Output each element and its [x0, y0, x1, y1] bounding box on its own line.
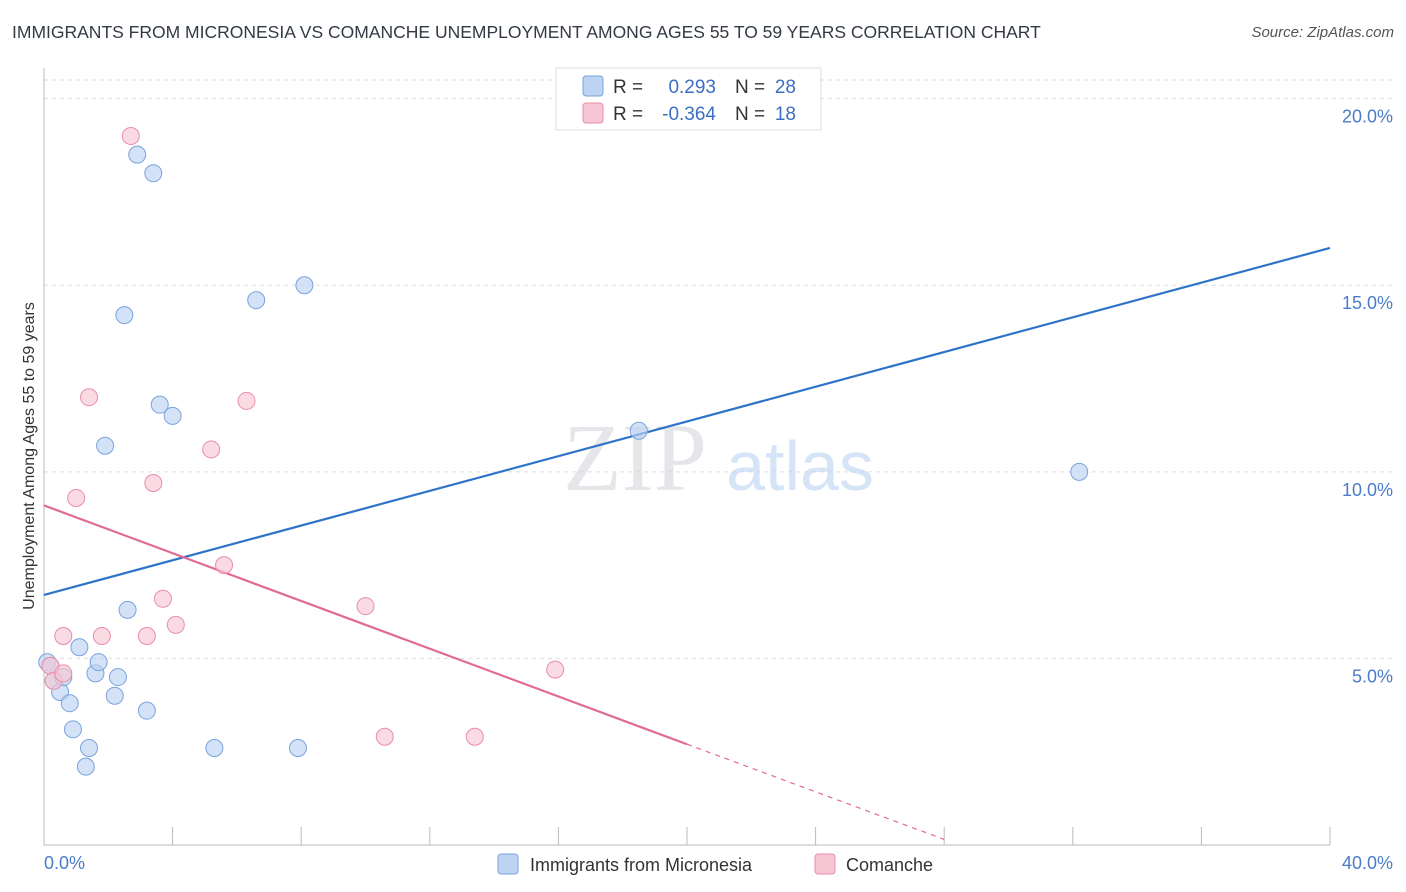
point-micronesia-11 [89, 653, 108, 672]
point-comanche-10 [153, 589, 172, 608]
trend-line-comanche-extension [686, 743, 945, 840]
x-tick-labels: 0.0% 40.0% [44, 853, 1393, 873]
point-micronesia-25 [295, 276, 314, 295]
point-micronesia-21 [163, 406, 182, 425]
point-micronesia-15 [115, 306, 134, 325]
y-tick-label-0: 5.0% [1352, 666, 1393, 686]
watermark: ZIP atlas [563, 404, 874, 511]
legend-r-label-2: R = [613, 104, 643, 125]
point-micronesia-22 [205, 738, 224, 757]
chart-title: IMMIGRANTS FROM MICRONESIA VS COMANCHE U… [12, 22, 1041, 42]
point-micronesia-6 [63, 720, 82, 739]
point-comanche-15 [356, 597, 375, 616]
point-micronesia-7 [70, 638, 89, 657]
point-comanche-13 [215, 556, 234, 575]
point-micronesia-26 [629, 421, 648, 440]
point-comanche-16 [375, 727, 394, 746]
point-comanche-7 [121, 126, 140, 145]
legend-n-value-2: 18 [775, 104, 796, 125]
watermark-atlas: atlas [726, 427, 874, 505]
point-comanche-6 [92, 627, 111, 646]
legend-r-value-2: -0.364 [662, 104, 716, 125]
trend-lines [43, 246, 1331, 840]
correlation-legend: R = 0.293 N = 28 R = -0.364 N = 18 [555, 67, 822, 131]
legend-swatch-comanche [582, 102, 604, 124]
y-tick-label-1: 10.0% [1342, 480, 1393, 500]
point-micronesia-8 [76, 757, 95, 776]
legend-n-label-1: N = [735, 77, 765, 98]
point-micronesia-12 [96, 436, 115, 455]
legend-r-label-1: R = [613, 77, 643, 98]
legend-r-value-1: 0.293 [668, 77, 716, 98]
y-tick-label-3: 20.0% [1342, 107, 1393, 127]
trend-line-comanche [43, 504, 688, 746]
point-micronesia-16 [118, 600, 137, 619]
bottom-legend-label-comanche: Comanche [846, 855, 933, 875]
point-micronesia-23 [247, 291, 266, 310]
point-micronesia-14 [108, 668, 127, 687]
y-tick-labels: 5.0% 10.0% 15.0% 20.0% [1342, 107, 1393, 687]
point-comanche-18 [546, 660, 565, 679]
point-comanche-4 [67, 488, 86, 507]
y-axis-label: Unemployment Among Ages 55 to 59 years [21, 302, 38, 610]
point-micronesia-18 [137, 701, 156, 720]
point-micronesia-19 [144, 164, 163, 183]
point-comanche-9 [144, 474, 163, 493]
grid-lines [44, 79, 1394, 659]
point-comanche-5 [80, 388, 99, 407]
data-points [38, 126, 1089, 776]
legend-n-value-1: 28 [775, 77, 796, 98]
point-comanche-2 [54, 627, 73, 646]
point-micronesia-20 [150, 395, 169, 414]
point-micronesia-13 [105, 686, 124, 705]
legend-n-label-2: N = [735, 104, 765, 125]
axes [43, 68, 1331, 846]
source-label: Source: ZipAtlas.com [1251, 24, 1394, 41]
series-legend: Immigrants from Micronesia Comanche [497, 853, 933, 875]
legend-swatch-micronesia [582, 75, 604, 97]
point-comanche-14 [237, 391, 256, 410]
bottom-legend-label-micronesia: Immigrants from Micronesia [530, 855, 753, 875]
point-micronesia-27 [1070, 462, 1089, 481]
point-comanche-17 [465, 727, 484, 746]
x-tick-label-0: 0.0% [44, 853, 85, 873]
trend-line-micronesia [43, 246, 1331, 597]
point-comanche-12 [202, 440, 221, 459]
point-comanche-3 [54, 664, 73, 683]
point-micronesia-9 [80, 738, 99, 757]
point-micronesia-17 [128, 145, 147, 164]
x-tick-label-1: 40.0% [1342, 853, 1393, 873]
watermark-zip: ZIP [563, 404, 707, 511]
point-comanche-11 [166, 615, 185, 634]
bottom-legend-swatch-comanche [814, 853, 836, 875]
point-micronesia-24 [288, 738, 307, 757]
y-tick-label-2: 15.0% [1342, 293, 1393, 313]
point-comanche-8 [137, 627, 156, 646]
bottom-legend-swatch-micronesia [497, 853, 519, 875]
point-micronesia-5 [60, 694, 79, 713]
